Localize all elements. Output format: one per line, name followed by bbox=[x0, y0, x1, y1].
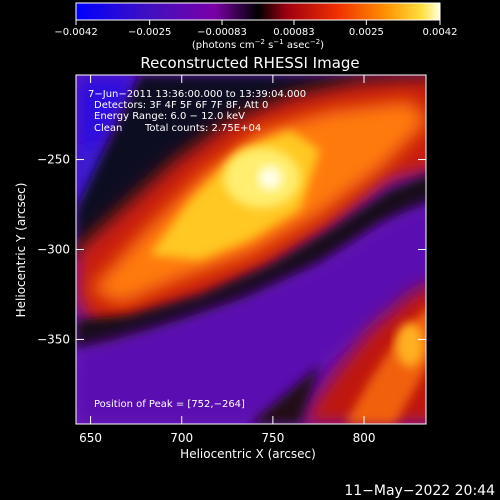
heatmap-lower-hot bbox=[396, 323, 424, 367]
colorbar-gradient bbox=[75, 2, 441, 21]
heatmap-image bbox=[76, 75, 426, 424]
heatmap-peak-white bbox=[258, 166, 282, 190]
heatmap-purple-middle bbox=[76, 205, 426, 424]
annotation-block: 7−Jun−2011 13:36:00.000 to 13:39:04.000 … bbox=[88, 89, 306, 410]
x-tick-label: 700 bbox=[170, 431, 193, 445]
x-tick-label: 750 bbox=[261, 431, 284, 445]
colorbar: −0.0042 −0.0025 −0.00083 0.00083 0.0025 0.004… bbox=[54, 2, 458, 51]
annotation-energy: Energy Range: 6.0 − 12.0 keV bbox=[94, 111, 245, 122]
heatmap-dark-edge bbox=[250, 365, 320, 424]
timestamp: 11−May−2022 20:44 bbox=[344, 483, 495, 499]
x-axis-label: Heliocentric X (arcsec) bbox=[180, 447, 316, 461]
colorbar-ticks: −0.0042 −0.0025 −0.00083 0.00083 0.0025 0.004… bbox=[54, 20, 458, 38]
annotation-detectors: Detectors: 3F 4F 5F 6F 7F 8F, Att 0 bbox=[94, 100, 268, 111]
colorbar-tick-label: −0.0025 bbox=[128, 27, 171, 38]
y-tick-label: −250 bbox=[37, 153, 70, 167]
annotation-time-range: 7−Jun−2011 13:36:00.000 to 13:39:04.000 bbox=[88, 89, 306, 100]
colorbar-tick-label: 0.0042 bbox=[423, 27, 458, 38]
y-tick-label: −300 bbox=[37, 243, 70, 257]
colorbar-tick-label: 0.0025 bbox=[349, 27, 384, 38]
x-tick-label: 800 bbox=[353, 431, 376, 445]
y-axis-label: Heliocentric Y (arcsec) bbox=[14, 183, 28, 318]
y-tick-label: −350 bbox=[37, 332, 70, 346]
colorbar-tick-label: −0.0042 bbox=[54, 27, 97, 38]
peak-position-label: Position of Peak = [752,−264] bbox=[94, 399, 245, 410]
y-axis: −250 −300 −350 bbox=[37, 153, 426, 346]
colorbar-tick-label: −0.00083 bbox=[197, 27, 247, 38]
annotation-clean: Clean bbox=[94, 123, 122, 134]
heatmap-dark-band-lower bbox=[76, 175, 426, 350]
colorbar-tick-label: 0.00083 bbox=[273, 27, 314, 38]
annotation-total-counts: Total counts: 2.75E+04 bbox=[144, 123, 261, 134]
colorbar-unit: (photons cm−2 s−1 asec−2) bbox=[192, 38, 324, 51]
chart-title: Reconstructed RHESSI Image bbox=[140, 54, 359, 72]
x-tick-label: 650 bbox=[79, 431, 102, 445]
x-axis: 650 700 750 800 bbox=[79, 75, 375, 445]
